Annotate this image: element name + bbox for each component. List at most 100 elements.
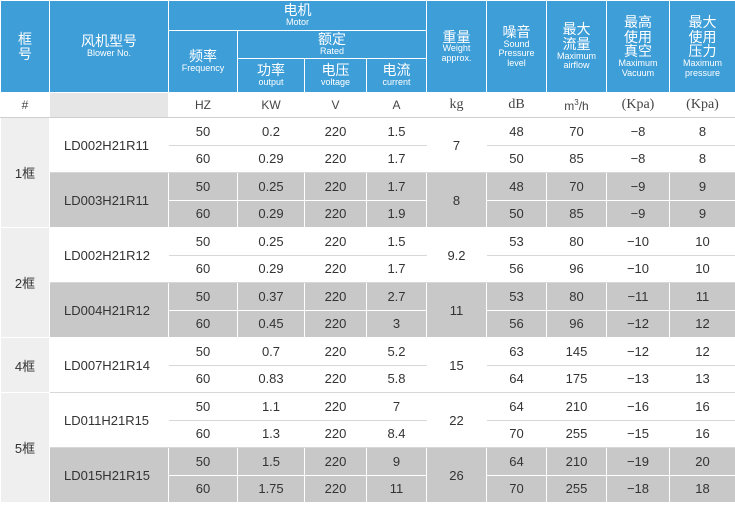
pressure-cell: 18 [669,474,735,503]
noise-cell: 48 [486,117,547,146]
freq-cell: 60 [168,419,238,448]
airflow-cell: 210 [546,392,607,421]
noise-cell: 50 [486,199,547,228]
airflow-cell: 70 [546,117,607,146]
current-cell: 2.7 [366,282,427,311]
airflow-cell: 145 [546,337,607,366]
vacuum-cell: −13 [606,364,670,393]
model-cell: LD007H21R14 [49,337,169,393]
model-header: 风机型号 Blower No. [49,0,169,93]
frame-cell: 2框 [0,227,50,338]
output-cell: 1.5 [237,447,305,476]
airflow-cell: 255 [546,419,607,448]
pressure-cell: 8 [669,117,735,146]
output-cell: 1.75 [237,474,305,503]
table-row: LD004H21R12 50 0.37 220 2.7 11 53 80 −11 11 [1,282,735,338]
pressure-cell: 20 [669,447,735,476]
voltage-cell: 220 [304,447,367,476]
model-cell: LD002H21R11 [49,117,169,173]
freq-cell: 50 [168,447,238,476]
voltage-cell: 220 [304,309,367,338]
airflow-cell: 80 [546,282,607,311]
voltage-cell: 220 [304,254,367,283]
current-cell: 5.2 [366,337,427,366]
unit-pressure: (Kpa) [669,92,735,118]
weight-cell: 8 [426,172,487,228]
unit-noise: dB [486,92,547,118]
airflow-cell: 80 [546,227,607,256]
unit-airflow: m3/h [546,92,607,118]
output-cell: 0.7 [237,337,305,366]
output-cell: 0.2 [237,117,305,146]
vacuum-cell: −9 [606,199,670,228]
motor-header: 电机 Motor [168,0,427,31]
noise-cell: 56 [486,309,547,338]
vacuum-cell: −16 [606,392,670,421]
pressure-cell: 12 [669,337,735,366]
table-row: 60 0.29 220 1.7 50 85 −8 8 [1,144,735,173]
vacuum-cell: −10 [606,227,670,256]
noise-header: 噪音 Sound Pressure level [486,0,547,93]
pressure-cell: 8 [669,144,735,173]
pressure-cell: 16 [669,392,735,421]
freq-cell: 50 [168,117,238,146]
current-cell: 1.7 [366,172,427,201]
freq-cell: 50 [168,337,238,366]
model-cell: LD004H21R12 [49,282,169,338]
output-header: 功率 output [237,58,305,93]
voltage-cell: 220 [304,144,367,173]
weight-header: 重量 Weight approx. [426,0,487,93]
current-cell: 1.9 [366,199,427,228]
freq-cell: 60 [168,364,238,393]
noise-cell: 53 [486,282,547,311]
table-row: 60 1.75 220 11 70 255 −18 18 [1,474,735,503]
airflow-cell: 255 [546,474,607,503]
current-cell: 3 [366,309,427,338]
pressure-cell: 9 [669,172,735,201]
output-cell: 0.25 [237,227,305,256]
table-row: LD003H21R11 50 0.25 220 1.7 8 48 70 −9 9 [1,172,735,228]
weight-cell: 9.2 [426,227,487,283]
output-cell: 0.83 [237,364,305,393]
frame-cell: 5框 [0,392,50,503]
noise-cell: 64 [486,447,547,476]
vacuum-cell: −18 [606,474,670,503]
freq-cell: 60 [168,309,238,338]
units-row: # HZ KW V A kg dB m3/h (Kpa) (Kpa) [0,92,735,118]
freq-cell: 50 [168,227,238,256]
unit-current: A [366,92,427,118]
table-row: 60 0.29 220 1.9 50 85 −9 9 [1,199,735,228]
table-row: 60 0.45 220 3 56 96 −12 12 [1,309,735,338]
freq-cell: 50 [168,392,238,421]
table-row: 5框 LD011H21R15 50 1.1 220 7 22 64 210 −16 16 [0,392,735,503]
output-cell: 1.1 [237,392,305,421]
output-cell: 0.25 [237,172,305,201]
voltage-cell: 220 [304,172,367,201]
current-cell: 1.7 [366,144,427,173]
noise-cell: 50 [486,144,547,173]
freq-cell: 50 [168,282,238,311]
voltage-cell: 220 [304,474,367,503]
voltage-cell: 220 [304,199,367,228]
current-cell: 11 [366,474,427,503]
pressure-cell: 9 [669,199,735,228]
current-cell: 1.5 [366,117,427,146]
noise-cell: 53 [486,227,547,256]
noise-cell: 56 [486,254,547,283]
unit-vacuum: (Kpa) [606,92,670,118]
current-cell: 1.5 [366,227,427,256]
airflow-header: 最大 流量 Maximum airflow [546,0,607,93]
vacuum-cell: −15 [606,419,670,448]
weight-cell: 7 [426,117,487,173]
voltage-cell: 220 [304,392,367,421]
airflow-cell: 96 [546,254,607,283]
frame-cell: 4框 [0,337,50,393]
freq-cell: 60 [168,254,238,283]
noise-cell: 64 [486,392,547,421]
pressure-cell: 10 [669,227,735,256]
output-cell: 0.29 [237,254,305,283]
unit-frame: # [0,92,50,118]
airflow-cell: 175 [546,364,607,393]
rated-header: 额定 Rated [237,30,427,59]
frame-header: 框号 [0,0,50,93]
